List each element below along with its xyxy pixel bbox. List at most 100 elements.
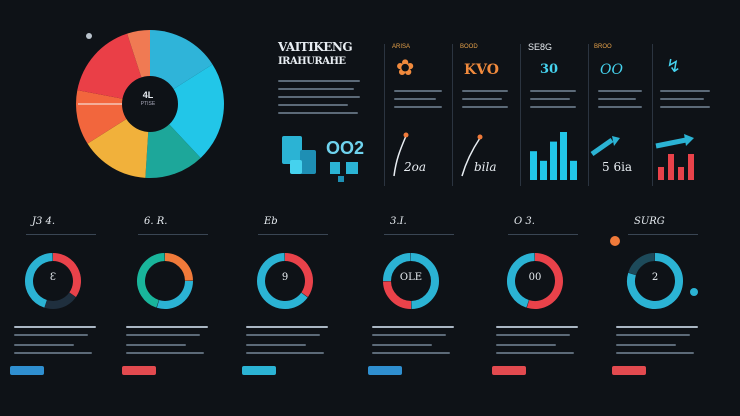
bar <box>550 141 557 180</box>
widget-text-line <box>616 352 694 354</box>
column-text-line <box>598 90 642 92</box>
widget-donut-chart <box>627 253 683 309</box>
widget-action-button[interactable] <box>368 366 402 375</box>
column-text-line <box>660 106 710 108</box>
bar <box>678 167 684 180</box>
widget-text-line <box>372 344 432 346</box>
header-text-line <box>278 112 358 114</box>
trend-arrow <box>461 134 483 177</box>
widget-center-label: OLE <box>399 272 423 283</box>
small-square <box>330 162 340 174</box>
pie-marker-dot <box>86 33 92 39</box>
widget-text-line <box>126 344 186 346</box>
donut-segment <box>507 253 535 308</box>
widget-text-line <box>14 352 92 354</box>
column-label: BOOD <box>460 44 478 50</box>
column-label: BROO <box>594 44 612 50</box>
widget-center-label: Ɛ <box>49 272 57 283</box>
pie-center-hole <box>122 76 178 132</box>
widget-text-line <box>496 326 578 328</box>
widget-title: J3 4. <box>32 216 56 227</box>
column-text-line <box>660 90 710 92</box>
column-text-line <box>530 90 576 92</box>
header-text-line <box>278 80 360 82</box>
pie-center-sublabel: PTISE <box>140 101 156 107</box>
widget-divider <box>508 234 578 235</box>
column-divider <box>384 44 385 186</box>
widget-marker-dot <box>610 236 620 246</box>
widget-text-line <box>126 352 204 354</box>
trend-arrow <box>655 134 694 149</box>
column-text-line <box>462 90 508 92</box>
column-text-line <box>462 106 508 108</box>
column-figure: ✿ <box>396 56 415 81</box>
column-value: bila <box>474 160 497 174</box>
header-title-line1: VAITIKENG <box>278 40 353 54</box>
widget-title: Eb <box>264 216 278 227</box>
small-square <box>346 162 358 174</box>
column-divider <box>452 44 453 186</box>
column-figure: KVO <box>464 62 499 78</box>
stat-block-icon <box>282 136 302 164</box>
widget-text-line <box>246 352 324 354</box>
stat-block-icon <box>290 160 302 174</box>
donut-segment <box>257 253 308 309</box>
header-text-line <box>278 88 354 90</box>
donut-segment <box>628 253 655 276</box>
widget-donut-chart <box>257 253 313 309</box>
donut-segment <box>526 253 563 309</box>
bar <box>540 160 547 180</box>
widget-donut-chart <box>383 253 439 309</box>
widget-donut-chart <box>25 253 81 309</box>
bar-chart-red <box>658 154 694 180</box>
widget-center-label: 9 <box>281 272 289 283</box>
trend-arrow <box>590 136 620 157</box>
header-text-line <box>278 96 360 98</box>
donut-segment <box>44 292 76 309</box>
column-text-line <box>394 90 442 92</box>
bar <box>560 132 567 180</box>
widget-text-line <box>246 326 328 328</box>
donut-segment <box>156 280 193 309</box>
column-text-line <box>394 98 436 100</box>
bar <box>570 160 577 180</box>
bar <box>658 167 664 180</box>
widget-text-line <box>616 344 676 346</box>
widget-text-line <box>14 326 96 328</box>
column-text-line <box>530 98 570 100</box>
widget-action-button[interactable] <box>122 366 156 375</box>
widget-title: SURG <box>634 216 665 227</box>
main-pie-chart <box>76 30 225 178</box>
bar <box>668 154 674 180</box>
widget-action-button[interactable] <box>10 366 44 375</box>
widget-text-line <box>246 334 320 336</box>
donut-segment <box>25 253 53 308</box>
column-text-line <box>660 98 704 100</box>
widget-text-line <box>496 334 570 336</box>
widget-action-button[interactable] <box>492 366 526 375</box>
widget-text-line <box>126 326 208 328</box>
pie-center-label: 4L <box>142 90 154 100</box>
widget-action-button[interactable] <box>612 366 646 375</box>
bar <box>688 154 694 180</box>
column-text-line <box>530 106 576 108</box>
trend-arrow <box>393 132 409 177</box>
widget-action-button[interactable] <box>242 366 276 375</box>
widget-text-line <box>126 334 200 336</box>
widget-text-line <box>372 352 450 354</box>
header-title-line2: IRAHURAHE <box>278 56 346 67</box>
widget-text-line <box>372 334 446 336</box>
donut-segment <box>164 253 193 281</box>
column-value: 2oa <box>404 160 427 174</box>
pie-slice <box>150 64 225 158</box>
small-square <box>338 176 344 182</box>
column-value: 5 6ia <box>602 160 633 174</box>
donut-segment <box>52 253 81 297</box>
donut-segment <box>383 281 412 309</box>
widget-divider <box>258 234 328 235</box>
widget-text-line <box>616 334 690 336</box>
donut-segment <box>137 253 165 308</box>
bar-chart-cyan <box>530 132 577 180</box>
widget-text-line <box>496 352 574 354</box>
widget-center-label: 2 <box>651 272 659 283</box>
